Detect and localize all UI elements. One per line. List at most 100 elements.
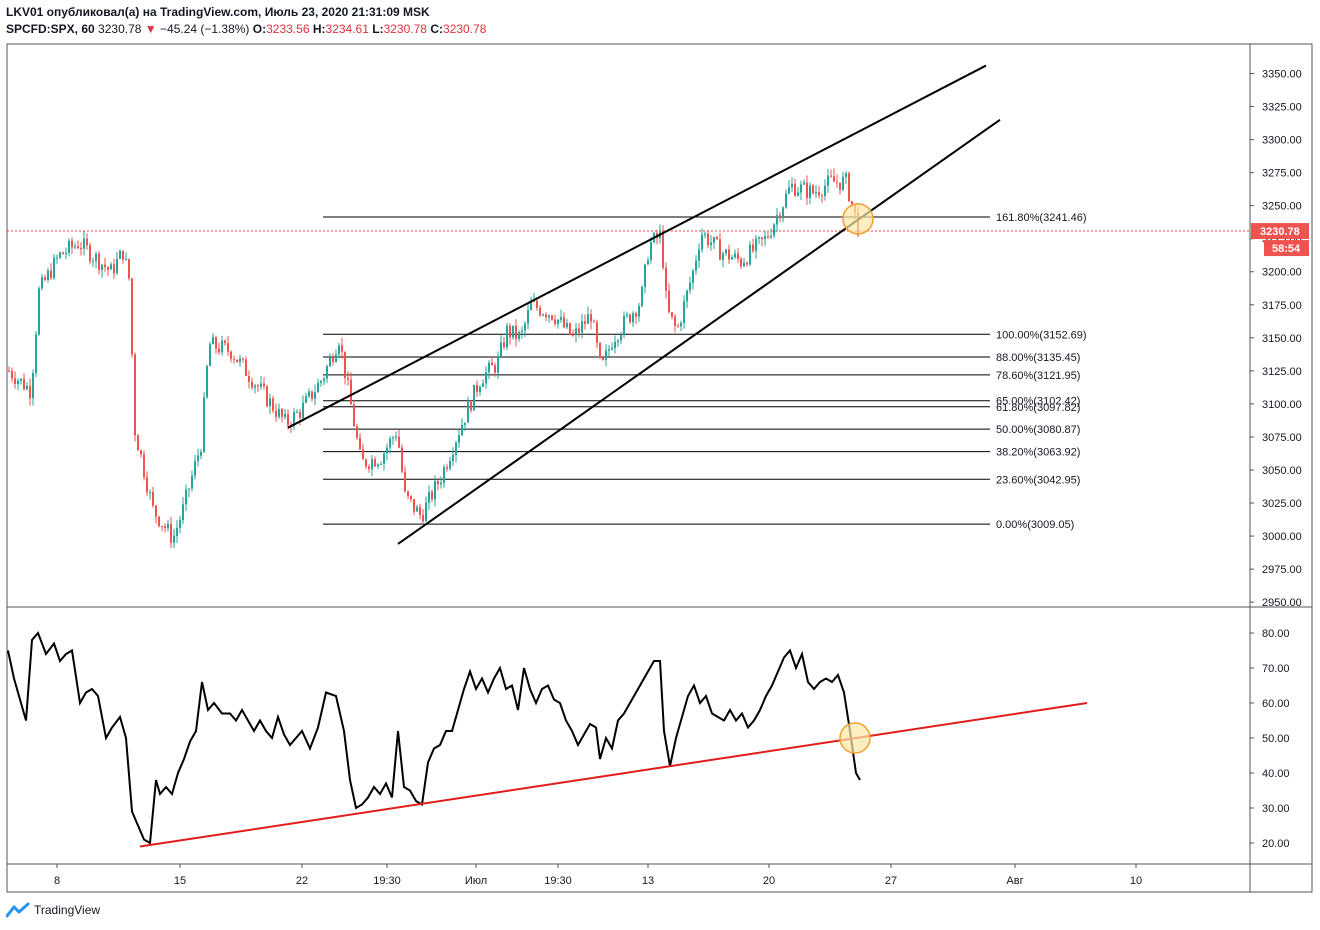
countdown-tag [1264, 240, 1309, 257]
countdown-tag-label: 58:54 [1272, 243, 1301, 255]
candle-down [11, 371, 13, 379]
candle-down [362, 449, 364, 460]
fib-level-label: 38.20%(3063.92) [996, 447, 1080, 459]
candle-up [191, 475, 193, 489]
candle-up [608, 349, 610, 351]
candle-up [695, 260, 697, 271]
candle-down [77, 246, 79, 249]
trendline-lower[interactable] [397, 118, 1001, 545]
candle-down [143, 454, 145, 478]
candle-down [437, 480, 439, 485]
price-tick-label: 3175.00 [1262, 300, 1302, 312]
candle-up [686, 290, 688, 302]
time-tick-label: Авг [1006, 875, 1023, 887]
candle-up [467, 401, 469, 423]
candle-down [131, 278, 133, 355]
candle-down [740, 258, 742, 267]
price-tick-label: 3000.00 [1262, 531, 1302, 543]
candle-down [14, 378, 16, 385]
candle-down [356, 426, 358, 438]
candle-down [152, 491, 154, 506]
candle-up [461, 425, 463, 436]
candle-down [122, 250, 124, 260]
time-tick-label: 27 [885, 875, 897, 887]
candle-down [779, 215, 781, 219]
tradingview-footer[interactable]: TradingView [6, 902, 100, 918]
candle-up [326, 366, 328, 379]
candle-down [407, 491, 409, 496]
chart-frame [6, 43, 1313, 893]
candle-down [215, 337, 217, 349]
candle-down [404, 471, 406, 492]
candle-down [431, 491, 433, 500]
publish-info: LKV01 опубликовал(а) на TradingView.com,… [6, 5, 430, 19]
oscillator-tick-label: 20.00 [1262, 838, 1290, 850]
trendline-upper[interactable] [287, 64, 987, 429]
candle-down [818, 192, 820, 196]
candle-up [92, 260, 94, 262]
candle-down [590, 314, 592, 322]
price-tick-label: 3325.00 [1262, 102, 1302, 114]
candle-up [386, 447, 388, 454]
candle-up [575, 328, 577, 336]
candle-up [440, 482, 442, 485]
price-axis[interactable]: 2950.00 2975.00 3000.00 3025.00 3050.00 3075.… [1250, 69, 1309, 610]
candle-up [617, 340, 619, 342]
candle-up [632, 313, 634, 323]
fibonacci-levels[interactable]: 161.80%(3241.46) 100.00%(3152.69) 88.00%(3… [7, 212, 1250, 531]
oscillator-pane [7, 631, 1088, 848]
oscillator-trendline[interactable] [139, 702, 1088, 848]
candle-up [32, 372, 34, 399]
candle-down [839, 182, 841, 190]
candle-down [8, 370, 10, 372]
candle-down [413, 499, 415, 512]
fib-level-label: 23.60%(3042.95) [996, 474, 1080, 486]
candle-up [605, 350, 607, 360]
change-arrow-icon: ▼ [144, 22, 157, 36]
oscillator-tick-label: 50.00 [1262, 733, 1290, 745]
candle-down [158, 516, 160, 527]
candle-down [341, 345, 343, 352]
candle-down [662, 230, 664, 268]
candle-down [128, 259, 130, 279]
oscillator-axis[interactable]: 20.00 30.00 40.00 50.00 60.00 70.00 80.00 [1250, 628, 1290, 850]
candle-up [620, 334, 622, 341]
trendlines[interactable] [287, 64, 1001, 545]
candle-down [251, 381, 253, 388]
candle-up [650, 242, 652, 261]
candle-down [80, 248, 82, 250]
candle-up [647, 260, 649, 265]
candle-up [254, 385, 256, 388]
price-tick-label: 3050.00 [1262, 465, 1302, 477]
candle-up [842, 176, 844, 190]
candle-up [614, 341, 616, 349]
candle-up [500, 342, 502, 357]
candle-up [845, 173, 847, 177]
candle-down [29, 385, 31, 399]
time-axis[interactable]: 8 15 22 19:30 Июл 19:30 13 20 27 Авг 10 [54, 864, 1142, 887]
candle-down [104, 264, 106, 268]
tradingview-brand: TradingView [34, 903, 101, 917]
candle-down [476, 385, 478, 393]
candle-up [800, 184, 802, 193]
candle-down [218, 348, 220, 353]
candle-down [89, 245, 91, 262]
candle-down [419, 507, 421, 516]
time-tick-label: 22 [296, 875, 308, 887]
candle-down [728, 249, 730, 260]
candle-up [533, 300, 535, 302]
candle-up [65, 252, 67, 255]
candle-up [302, 402, 304, 419]
candle-down [569, 323, 571, 335]
candle-up [722, 253, 724, 260]
candle-up [443, 467, 445, 483]
fib-level-label: 100.00%(3152.69) [996, 329, 1087, 341]
fib-level-label: 161.80%(3241.46) [996, 212, 1087, 224]
candle-up [449, 461, 451, 469]
open-value: 3233.56 [266, 22, 310, 36]
candle-up [149, 491, 151, 493]
candle-up [788, 187, 790, 194]
candle-down [170, 523, 172, 543]
candle-down [515, 325, 517, 339]
